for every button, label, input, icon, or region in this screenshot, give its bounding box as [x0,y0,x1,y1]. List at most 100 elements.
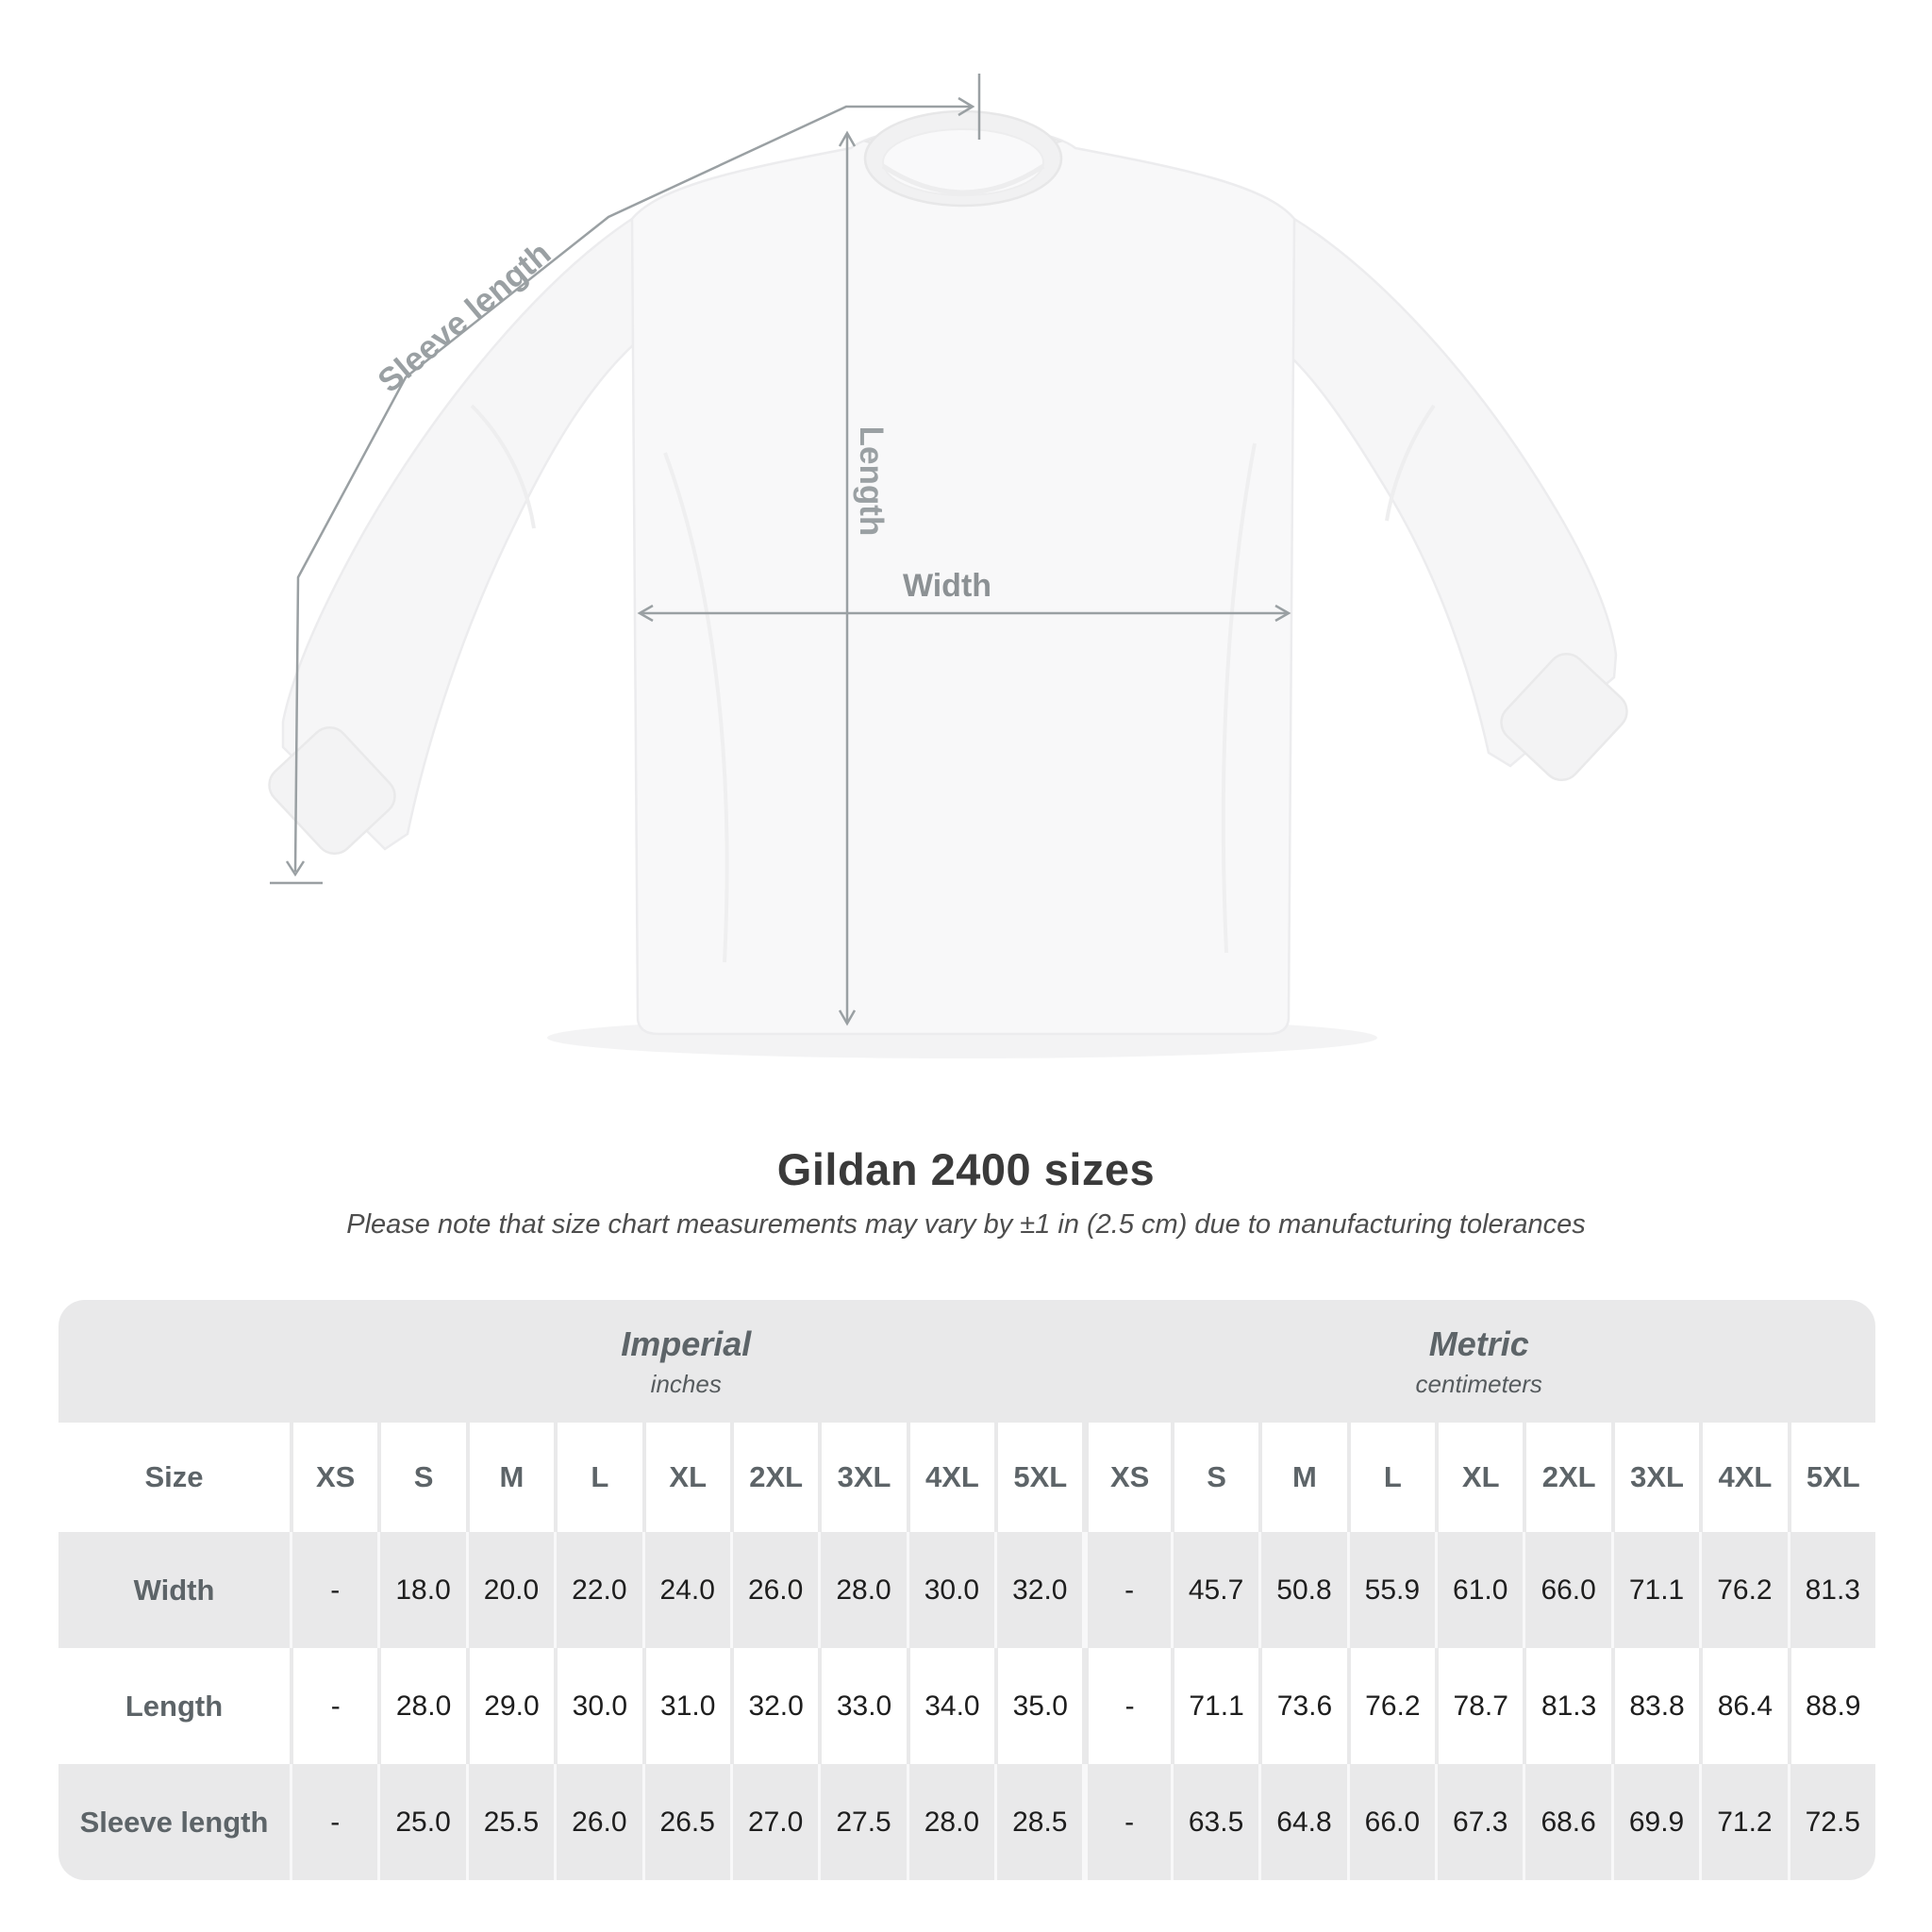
length-metric-5xl: 88.9 [1787,1648,1875,1764]
width-imperial-5xl: 32.0 [994,1532,1082,1648]
length-metric-s: 71.1 [1170,1648,1258,1764]
unit-group-metric-name: Metric [1428,1324,1529,1363]
size-header-metric-s: S [1170,1423,1258,1532]
length-imperial-s: 28.0 [377,1648,465,1764]
unit-group-imperial-unit: inches [650,1369,722,1398]
sleeve-length-imperial-l: 26.0 [554,1764,641,1880]
length-imperial-xs: - [290,1648,377,1764]
sleeve-length-imperial-xs: - [290,1764,377,1880]
size-header-imperial-3xl: 3XL [818,1423,906,1532]
length-metric-4xl: 86.4 [1699,1648,1787,1764]
sleeve-length-line [270,74,981,885]
sleeve-length-metric-3xl: 69.9 [1610,1764,1699,1880]
sleeve-length-metric-2xl: 68.6 [1523,1764,1610,1880]
unit-group-imperial: Imperial inches [290,1300,1083,1423]
table-row-width: Width -18.0 20.0 22.0 24.0 26.0 28.0 30.0 32.0-4… [58,1532,1875,1648]
width-imperial-l: 22.0 [554,1532,641,1648]
row-label-width: Width [133,1573,215,1607]
width-metric-xl: 61.0 [1435,1532,1523,1648]
sleeve-length-metric-5xl: 72.5 [1787,1764,1875,1880]
size-column-header: Size [144,1460,204,1493]
size-header-metric-2xl: 2XL [1523,1423,1610,1532]
width-imperial-xs: - [290,1532,377,1648]
length-line [838,130,857,1026]
table-row-sleeve-length: Sleeve length -25.0 25.5 26.0 26.5 27.0 27.5 28… [58,1764,1875,1880]
sleeve-length-imperial-xl: 26.5 [641,1764,730,1880]
row-label-sleeve-length: Sleeve length [79,1805,269,1839]
size-header-metric-xs: XS [1082,1423,1170,1532]
length-metric-2xl: 81.3 [1523,1648,1610,1764]
size-table: Imperial inches Metric centimeters Size X… [58,1300,1875,1880]
width-imperial-s: 18.0 [377,1532,465,1648]
length-imperial-4xl: 34.0 [906,1648,994,1764]
length-imperial-m: 29.0 [465,1648,554,1764]
size-header-metric-l: L [1346,1423,1435,1532]
unit-group-metric-unit: centimeters [1415,1369,1542,1398]
length-metric-xs: - [1082,1648,1170,1764]
size-header-imperial-xl: XL [641,1423,730,1532]
width-line [637,604,1291,623]
width-metric-xs: - [1082,1532,1170,1648]
size-header-row: Size XS S M L XL 2XL 3XL 4XL 5XL XS S M L XL 2XL 3XL 4XL 5… [58,1423,1875,1532]
size-header-metric-4xl: 4XL [1699,1423,1787,1532]
width-imperial-xl: 24.0 [641,1532,730,1648]
sleeve-length-imperial-4xl: 28.0 [906,1764,994,1880]
row-label-length: Length [125,1689,224,1723]
length-metric-m: 73.6 [1258,1648,1346,1764]
length-metric-3xl: 83.8 [1610,1648,1699,1764]
width-metric-s: 45.7 [1170,1532,1258,1648]
sleeve-length-imperial-m: 25.5 [465,1764,554,1880]
size-header-metric-5xl: 5XL [1787,1423,1875,1532]
size-header-imperial-s: S [377,1423,465,1532]
length-imperial-xl: 31.0 [641,1648,730,1764]
unit-group-imperial-name: Imperial [621,1324,752,1363]
size-header-metric-xl: XL [1435,1423,1523,1532]
size-header-imperial-2xl: 2XL [729,1423,818,1532]
sleeve-length-metric-s: 63.5 [1170,1764,1258,1880]
width-metric-2xl: 66.0 [1523,1532,1610,1648]
shirt-image [268,109,1628,1036]
width-imperial-3xl: 28.0 [818,1532,906,1648]
length-imperial-5xl: 35.0 [994,1648,1082,1764]
length-metric-l: 76.2 [1346,1648,1435,1764]
page-title: Gildan 2400 sizes [776,1144,1156,1194]
page-subtitle: Please note that size chart measurements… [346,1209,1586,1240]
size-header-imperial-5xl: 5XL [994,1423,1082,1532]
length-imperial-3xl: 33.0 [818,1648,906,1764]
unit-group-row: Imperial inches Metric centimeters [58,1300,1875,1423]
size-header-metric-m: M [1258,1423,1346,1532]
length-metric-xl: 78.7 [1435,1648,1523,1764]
sleeve-length-metric-xs: - [1082,1764,1170,1880]
width-metric-5xl: 81.3 [1787,1532,1875,1648]
length-label: Length [853,426,890,537]
size-header-metric-3xl: 3XL [1610,1423,1699,1532]
sleeve-length-metric-l: 66.0 [1346,1764,1435,1880]
sleeve-length-imperial-2xl: 27.0 [729,1764,818,1880]
sleeve-length-metric-m: 64.8 [1258,1764,1346,1880]
width-metric-3xl: 71.1 [1610,1532,1699,1648]
group-header-corner [58,1300,290,1423]
sleeve-length-metric-4xl: 71.2 [1699,1764,1787,1880]
width-imperial-4xl: 30.0 [906,1532,994,1648]
sleeve-length-imperial-3xl: 27.5 [818,1764,906,1880]
length-imperial-2xl: 32.0 [729,1648,818,1764]
sleeve-length-metric-xl: 67.3 [1435,1764,1523,1880]
measurement-lines [270,74,1291,1026]
sleeve-length-imperial-s: 25.0 [377,1764,465,1880]
unit-group-metric: Metric centimeters [1083,1300,1876,1423]
table-row-length: Length -28.0 29.0 30.0 31.0 32.0 33.0 34.0 35.0-… [58,1648,1875,1764]
width-metric-l: 55.9 [1346,1532,1435,1648]
width-metric-m: 50.8 [1258,1532,1346,1648]
length-imperial-l: 30.0 [554,1648,641,1764]
width-imperial-2xl: 26.0 [729,1532,818,1648]
width-label: Width [903,568,991,604]
width-metric-4xl: 76.2 [1699,1532,1787,1648]
size-header-imperial-m: M [465,1423,554,1532]
shirt-measurement-diagram: Sleeve length Length Width [268,74,1628,1058]
size-header-imperial-l: L [554,1423,641,1532]
size-header-imperial-xs: XS [290,1423,377,1532]
sleeve-length-imperial-5xl: 28.5 [994,1764,1082,1880]
size-header-imperial-4xl: 4XL [906,1423,994,1532]
width-imperial-m: 20.0 [465,1532,554,1648]
